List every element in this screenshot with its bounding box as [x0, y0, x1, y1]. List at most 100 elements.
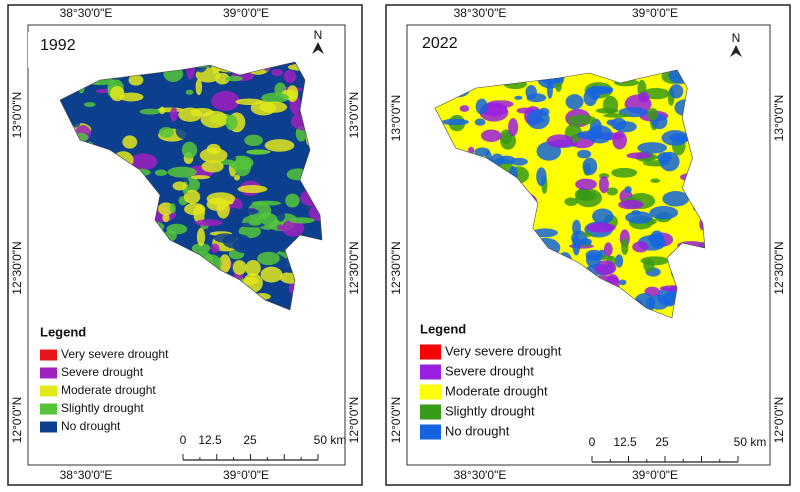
legend-label: No drought	[445, 423, 510, 438]
map-patch	[590, 85, 601, 101]
map-frame	[27, 24, 346, 466]
map-patch	[110, 86, 125, 102]
map-patch	[232, 238, 259, 254]
legend-label: Very severe drought	[61, 347, 169, 361]
map-patch	[674, 137, 686, 142]
map-patch	[175, 121, 195, 140]
map-patch	[577, 149, 592, 159]
map-patch	[585, 252, 601, 268]
left-coordinate: 13°0'0"N	[389, 95, 403, 142]
map-patch	[474, 147, 491, 157]
map-patch	[216, 200, 230, 219]
legend-label: Severe drought	[445, 363, 534, 378]
scale-label: 0	[180, 433, 187, 447]
map-patch	[598, 176, 609, 194]
map-patch	[83, 102, 96, 107]
map-patch	[166, 223, 188, 235]
map-patch	[201, 160, 224, 173]
map-patch	[637, 142, 668, 154]
right-coordinate: 12°0'0"N	[347, 397, 361, 444]
legend-swatch	[420, 384, 441, 400]
map-patch	[596, 86, 614, 94]
map-patch	[626, 152, 652, 159]
map-patch	[576, 130, 605, 140]
map-patch	[474, 118, 486, 126]
map-patch	[139, 108, 161, 115]
map-patch	[603, 242, 613, 257]
bottom-coordinate: 38°30'0"E	[60, 468, 113, 482]
map-patch	[276, 153, 291, 173]
map-patch	[225, 75, 243, 82]
map-frame	[406, 24, 771, 466]
legend-swatch	[420, 404, 441, 420]
year-box	[28, 32, 146, 68]
map-patch	[259, 101, 288, 113]
map-patch	[204, 212, 215, 221]
map-panel: 38°30'0"E 38°30'0"E 39°0'0"E 39°0'0"E 13°0'0…	[7, 4, 363, 486]
map-patch	[200, 110, 229, 128]
map-patch	[129, 153, 158, 171]
map-patch	[582, 157, 598, 176]
map-patch	[580, 191, 597, 201]
map-patch	[508, 118, 519, 137]
legend-label: Very severe drought	[445, 343, 562, 358]
map-patch	[642, 87, 670, 100]
map-patch	[586, 222, 616, 233]
map-patch	[170, 107, 178, 122]
left-coordinate: 13°0'0"N	[10, 92, 24, 139]
map-patch	[534, 118, 545, 123]
map-patch	[500, 132, 516, 150]
map-patch	[615, 254, 624, 268]
north-label: N	[314, 28, 323, 42]
region-outline	[59, 61, 323, 311]
map-patch	[618, 199, 644, 210]
bottom-coordinate: 39°0'0"E	[223, 468, 269, 482]
left-coordinate: 12°0'0"N	[10, 397, 24, 444]
map-patch	[238, 224, 261, 239]
map-patch	[579, 238, 592, 246]
map-patch	[159, 106, 166, 115]
map-patch	[638, 91, 650, 103]
map-patch	[650, 178, 661, 183]
map-patch	[647, 108, 659, 121]
map-patch	[234, 174, 241, 181]
map-patch	[285, 193, 300, 208]
map-patch	[210, 243, 220, 253]
bottom-coordinate: 38°30'0"E	[454, 468, 507, 482]
map-patch	[183, 189, 201, 204]
scale-label: 25	[655, 435, 669, 449]
legend-label: Slightly drought	[445, 403, 535, 418]
right-coordinate: 13°0'0"N	[772, 95, 786, 142]
map-patch	[475, 98, 488, 115]
legend-swatch	[420, 364, 441, 380]
map-patch	[191, 243, 211, 254]
map-patch	[566, 114, 597, 125]
map-patch	[620, 238, 629, 256]
left-coordinate: 12°30'0"N	[389, 241, 403, 294]
map-patch	[281, 219, 305, 237]
map-patch	[225, 114, 238, 131]
map-patch	[514, 95, 523, 100]
scale-label: 25	[243, 433, 257, 447]
map-patch	[625, 211, 653, 224]
map-patch	[662, 190, 690, 207]
legend-swatch	[420, 424, 441, 440]
map-patch	[70, 117, 81, 128]
legend-swatch	[40, 349, 57, 361]
bottom-coordinate: 39°0'0"E	[632, 468, 678, 482]
map-patch	[631, 210, 641, 215]
map-patch	[196, 227, 206, 247]
map-patch	[661, 130, 689, 146]
map-patch	[219, 254, 231, 273]
north-arrow	[730, 45, 742, 57]
map-patch	[169, 203, 176, 214]
map-patch	[441, 118, 470, 126]
map-patch	[498, 155, 516, 165]
map-patch	[162, 213, 170, 223]
map-patch	[257, 251, 280, 266]
legend-title: Legend	[40, 324, 86, 339]
map-patch	[618, 279, 627, 286]
map-patch	[158, 126, 174, 138]
map-patch	[281, 295, 295, 303]
map-patch	[276, 209, 286, 222]
